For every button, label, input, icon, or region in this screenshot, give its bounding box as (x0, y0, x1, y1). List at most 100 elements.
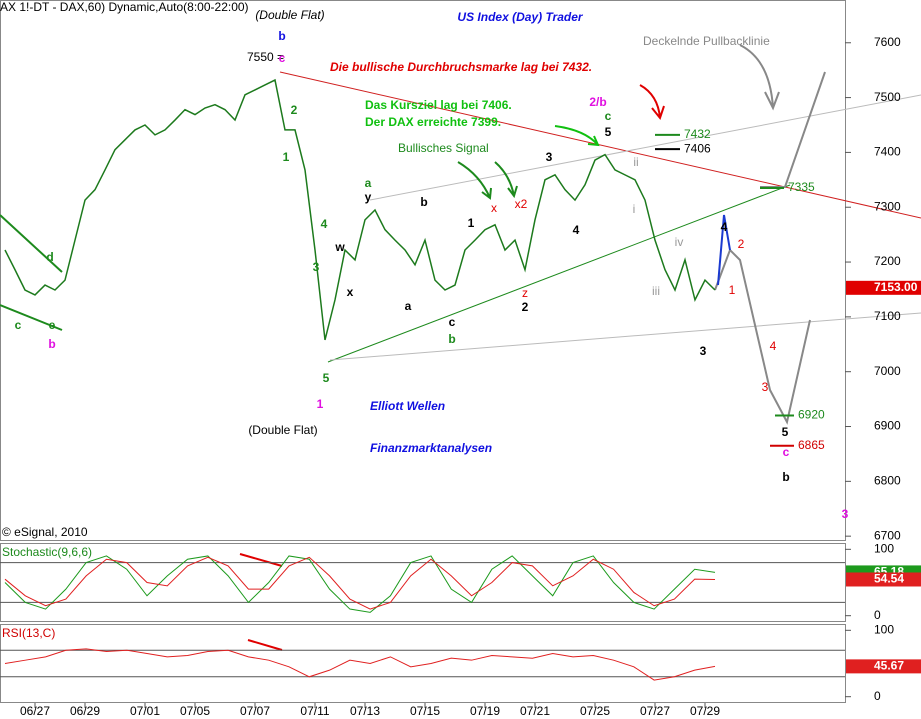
x-tick-label: 07/05 (180, 704, 210, 718)
annotation: 3 (313, 260, 320, 274)
y-tick-label: 7300 (874, 199, 901, 213)
level-label: 7335 (788, 180, 815, 194)
y-tick-label: 100 (874, 541, 894, 555)
divergence (239, 553, 283, 567)
y-tick-label: 7500 (874, 90, 901, 104)
annotation: c (605, 109, 612, 123)
annotation: e (49, 318, 56, 332)
annotation: c (449, 315, 456, 329)
y-tick-label: 6800 (874, 474, 901, 488)
annotation: d (46, 250, 53, 264)
x-tick-label: 07/11 (300, 704, 329, 718)
y-tick-label: 0 (874, 689, 881, 703)
annotation: 3 (842, 507, 849, 521)
y-tick-label: 6700 (874, 528, 901, 542)
annotation: 2 (522, 300, 529, 314)
annotation: c (15, 318, 22, 332)
annotation: Elliott Wellen (370, 399, 445, 413)
x-tick-label: 07/21 (520, 704, 550, 718)
annotation: 2 (738, 237, 745, 251)
y-tick-label: 7400 (874, 145, 901, 159)
annotation: 3 (762, 380, 769, 394)
annotation: x (347, 285, 354, 299)
annotation: c (279, 51, 286, 65)
annotation: b (782, 470, 789, 484)
annotation: 3 (546, 150, 553, 164)
y-tick-label: 7200 (874, 254, 901, 268)
annotation: 4 (770, 339, 777, 353)
x-tick-label: 07/15 (410, 704, 440, 718)
level-label: 6920 (798, 408, 825, 422)
annotation: 2 (291, 103, 298, 117)
resistance-line (279, 71, 921, 219)
series-line (4, 556, 716, 610)
annotation: ii (633, 155, 638, 169)
annotation: b (420, 195, 427, 209)
annotation: i (633, 202, 636, 216)
x-tick-label: 07/13 (350, 704, 380, 718)
annotation: 2/b (589, 95, 606, 109)
annotation: 1 (729, 283, 736, 297)
annotation: a (365, 176, 372, 190)
wedge-line (0, 214, 63, 273)
indicator-title: RSI(13,C) (2, 626, 55, 640)
annotation: iii (652, 284, 660, 298)
stochastic-panel (0, 543, 846, 622)
last-value: 45.67 (874, 659, 904, 673)
wedge-line (0, 304, 63, 331)
divergence (247, 639, 283, 651)
x-tick-label: 06/29 (70, 704, 100, 718)
annotation: a (405, 299, 412, 313)
channel-line (329, 312, 921, 361)
y-tick-label: 100 (874, 622, 894, 636)
y-tick-label: 6900 (874, 419, 901, 433)
x-tick-label: 07/19 (470, 704, 500, 718)
arrow (739, 44, 780, 111)
annotation: 4 (321, 217, 328, 231)
arrow (639, 84, 665, 121)
x-tick-label: 07/25 (580, 704, 610, 718)
annotation: 5 (605, 125, 612, 139)
level-label: 6865 (798, 438, 825, 452)
channel-line (369, 94, 921, 201)
arrow (554, 125, 600, 147)
arrow (457, 161, 518, 200)
y-tick-label: 7000 (874, 364, 901, 378)
projection (714, 248, 811, 425)
annotation: Der DAX erreichte 7399. (365, 115, 501, 129)
annotation: 7550 = (247, 50, 284, 64)
y-tick-label: 7100 (874, 309, 901, 323)
series-line (4, 648, 716, 681)
annotation: Die bullische Durchbruchsmarke lag bei 7… (330, 60, 592, 74)
annotation: c (783, 445, 790, 459)
annotation: (Double Flat) (248, 423, 317, 437)
series-line (4, 78, 716, 341)
current-price-box (846, 280, 921, 295)
x-tick-label: 07/29 (690, 704, 720, 718)
rsi-panel (0, 624, 846, 703)
price-panel (0, 0, 846, 541)
annotation: iv (675, 235, 684, 249)
chart-title: US Index (Day) Trader (457, 10, 583, 24)
annotation: x2 (515, 197, 528, 211)
y-tick-label: 0 (874, 608, 881, 622)
annotation: 5 (323, 371, 330, 385)
x-tick-label: 07/27 (640, 704, 670, 718)
annotation: Bullisches Signal (398, 141, 489, 155)
indicator-title: Stochastic(9,6,6) (2, 545, 92, 559)
x-tick-label: 06/27 (20, 704, 50, 718)
annotation: 1 (283, 150, 290, 164)
annotation: b (278, 29, 285, 43)
annotation: 1 (468, 216, 475, 230)
last-value-box (846, 659, 921, 674)
level-label: 7406 (684, 141, 711, 155)
pullback-projection (760, 71, 826, 188)
projection-blue (717, 214, 731, 286)
annotation: z (522, 286, 528, 300)
annotation: 4 (573, 223, 580, 237)
support-line (327, 184, 791, 363)
annotation: Das Kursziel lag bei 7406. (365, 98, 512, 112)
